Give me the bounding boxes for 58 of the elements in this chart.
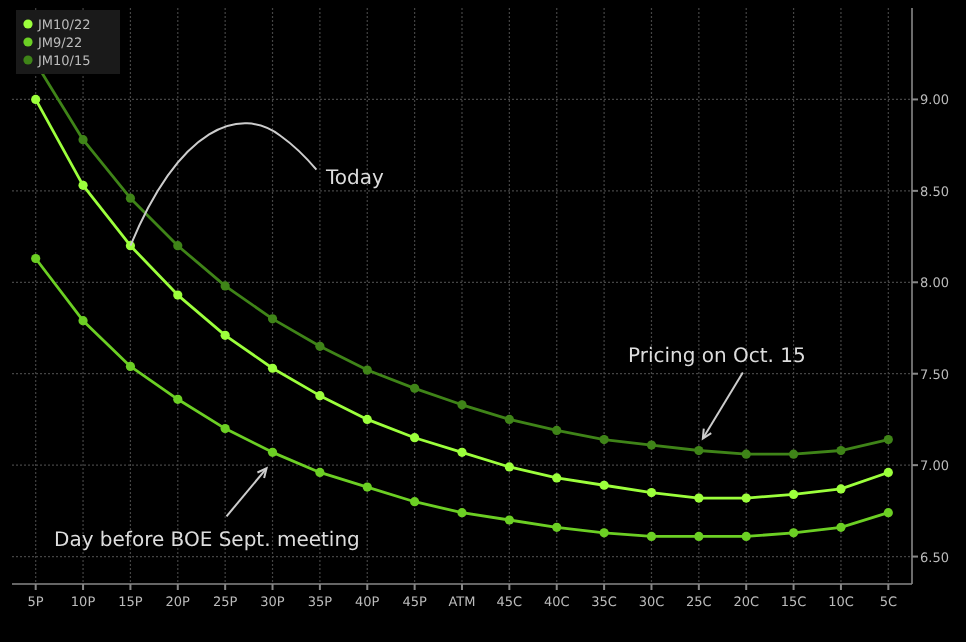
- point: [125, 193, 136, 203]
- point: [78, 316, 88, 326]
- point: [31, 94, 41, 105]
- point: [504, 414, 514, 425]
- point: [646, 487, 657, 498]
- point: [362, 482, 372, 492]
- point: [599, 480, 609, 490]
- point: [646, 531, 657, 542]
- point: [788, 489, 799, 499]
- point: [504, 462, 514, 472]
- point: [836, 445, 846, 456]
- point: [694, 531, 704, 542]
- point: [788, 528, 799, 538]
- point: [267, 363, 278, 373]
- point: [694, 445, 704, 456]
- point: [457, 508, 467, 518]
- point: [362, 365, 372, 375]
- point: [552, 522, 562, 532]
- point: [836, 522, 846, 532]
- point: [31, 253, 41, 264]
- annotation: Day before BOE Sept. meeting: [54, 530, 360, 552]
- point: [410, 497, 420, 507]
- point: [552, 473, 562, 483]
- point: [220, 423, 230, 434]
- point: [788, 449, 799, 459]
- point: [457, 447, 467, 457]
- point: [410, 383, 420, 393]
- point: [741, 449, 751, 459]
- point: [599, 434, 609, 445]
- annotation: Pricing on Oct. 15: [628, 346, 806, 368]
- point: [883, 508, 893, 518]
- point: [220, 281, 230, 291]
- point: [410, 433, 420, 443]
- point: [362, 414, 372, 425]
- point: [173, 241, 183, 251]
- point: [552, 425, 562, 435]
- point: [173, 290, 183, 300]
- point: [220, 330, 230, 340]
- point: [694, 493, 704, 503]
- point: [315, 341, 325, 351]
- point: [504, 515, 514, 525]
- point: [315, 467, 325, 478]
- point: [646, 440, 657, 450]
- point: [125, 361, 136, 371]
- point: [267, 314, 278, 324]
- point: [599, 528, 609, 538]
- point: [741, 493, 751, 503]
- point: [78, 135, 88, 145]
- point: [173, 394, 183, 404]
- point: [78, 180, 88, 190]
- annotation: Today: [324, 168, 385, 190]
- point: [836, 484, 846, 494]
- point: [457, 400, 467, 410]
- point: [267, 447, 278, 457]
- point: [315, 391, 325, 401]
- point: [883, 467, 893, 478]
- point: [741, 531, 751, 542]
- point: [883, 434, 893, 445]
